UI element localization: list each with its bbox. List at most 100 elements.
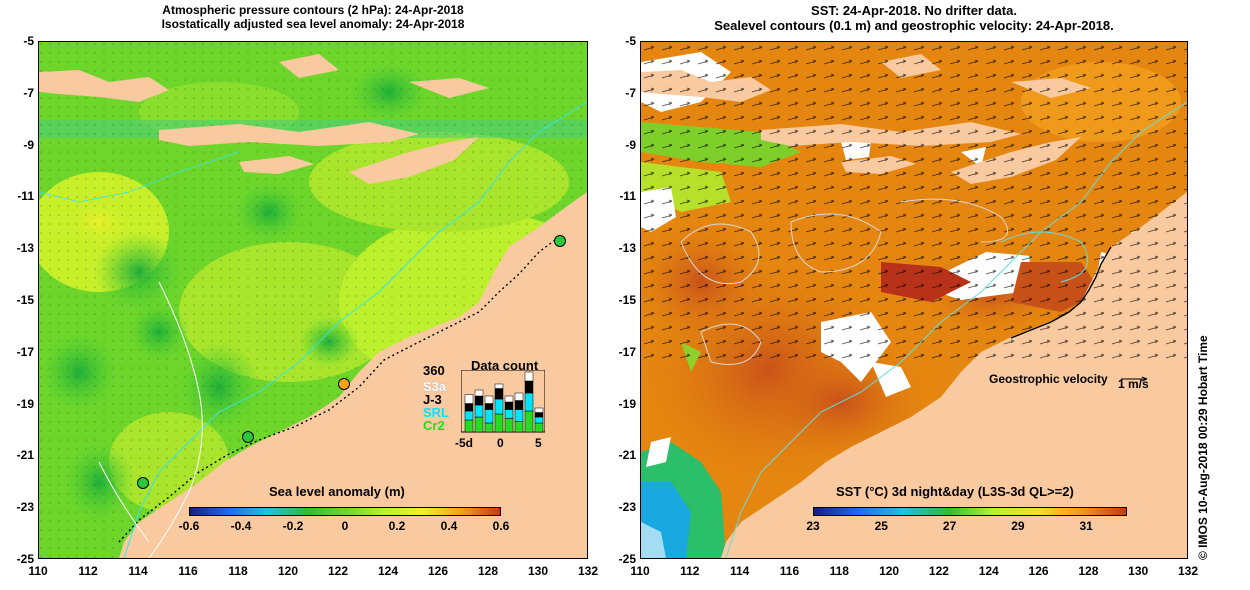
data-count-inset: Data count 360 S3a J-3 SRL Cr2 -5d 0 5 <box>419 356 559 451</box>
sst-colorbar-title: SST (°C) 3d night&day (L3S-3d QL>=2) <box>836 484 1074 499</box>
right-x-tick-label: 132 <box>1177 564 1199 578</box>
right-x-tick-label: 116 <box>779 564 800 578</box>
imos-credit: © IMOS 10-Aug-2018 00:29 Hobart Time <box>1196 335 1210 560</box>
data-count-title: Data count <box>471 358 539 373</box>
velocity-legend-label: Geostrophic velocity <box>989 372 1108 386</box>
left-title-line2: Isostatically adjusted sea level anomaly… <box>161 17 465 31</box>
left-x-tick-label: 110 <box>28 564 48 578</box>
sla-colorbar-tick: 0 <box>341 519 349 533</box>
right-x-tick-label: 128 <box>1078 564 1099 578</box>
left-x-tick-label: 118 <box>228 564 248 578</box>
right-x-tick-label: 122 <box>928 564 949 578</box>
velocity-legend-scale: 1 m/s <box>1118 377 1149 391</box>
data-count-bar-segment <box>474 404 484 418</box>
data-count-xtick: 0 <box>497 436 504 450</box>
data-count-bar-segment <box>484 409 494 424</box>
right-y-tick-label: -17 <box>618 344 636 359</box>
sea-level-map[interactable]: Data count 360 S3a J-3 SRL Cr2 -5d 0 5 Sea … <box>38 41 588 559</box>
data-count-bar-segment <box>524 371 534 382</box>
north-islands-land <box>409 78 489 98</box>
data-count-bar-segment <box>534 422 544 433</box>
data-count-bar-segment <box>534 416 544 424</box>
data-count-max: 360 <box>423 363 445 378</box>
data-count-bar-segment <box>494 388 504 400</box>
right-title-line2: Sealevel contours (0.1 m) and geostrophi… <box>714 18 1114 33</box>
right-x-tick-label: 118 <box>829 564 849 578</box>
sla-colorbar-tick: 0.4 <box>440 519 458 533</box>
data-count-bar-segment <box>534 407 544 413</box>
left-y-tick-label: -15 <box>16 293 34 307</box>
data-count-bar-segment <box>464 403 474 412</box>
left-y-tick-label: -13 <box>16 241 34 256</box>
sst-colorbar <box>813 507 1127 516</box>
left-y-tick-label: -25 <box>16 552 34 566</box>
data-count-bar-segment <box>514 400 524 410</box>
right-x-tick-label: 124 <box>978 564 999 578</box>
data-count-bar-segment <box>514 409 524 422</box>
sulawesi-land <box>279 54 339 78</box>
data-count-bar-segment <box>524 410 534 433</box>
right-y-tick-label: -11 <box>619 189 636 204</box>
sst-map[interactable]: Geostrophic velocity 1 m/s SST (°C) 3d n… <box>640 41 1188 559</box>
left-x-tick-label: 122 <box>327 564 349 578</box>
data-count-bar-segment <box>534 412 544 418</box>
data-count-bar-segment <box>494 413 504 433</box>
sla-colorbar-tick: -0.2 <box>282 519 304 533</box>
left-y-tick-label: -5 <box>23 34 34 48</box>
right-y-tick-label: -19 <box>618 396 636 411</box>
sst-colorbar-tick: 25 <box>874 519 888 533</box>
data-count-bar-segment <box>474 389 484 397</box>
data-count-bar-segment <box>474 416 484 433</box>
left-x-tick-label: 112 <box>78 564 98 578</box>
data-count-bar-segment <box>484 403 494 410</box>
left-x-tick-label: 116 <box>178 564 198 578</box>
right-x-tick-label: 120 <box>879 564 900 578</box>
australia-land <box>721 192 1187 558</box>
data-count-bar-segment <box>524 392 534 412</box>
sst-colorbar-tick: 27 <box>942 519 957 533</box>
left-y-tick-label: -9 <box>23 137 34 152</box>
data-count-bar-segment <box>484 395 494 404</box>
tide-gauge-marker <box>242 431 254 443</box>
right-x-tick-label: 110 <box>630 564 650 578</box>
tide-gauge-marker <box>338 378 350 390</box>
left-y-tick-label: -7 <box>23 85 34 100</box>
timor-land <box>349 137 479 184</box>
satellite-legend-item: S3a <box>423 379 447 394</box>
data-count-xtick: 5 <box>535 436 542 450</box>
flores-land <box>159 122 419 146</box>
right-y-tick-label: -5 <box>625 34 636 48</box>
right-x-tick-label: 130 <box>1128 564 1149 578</box>
sst-colorbar-tick: 23 <box>806 519 820 533</box>
data-count-bar-segment <box>464 419 474 433</box>
left-x-tick-label: 126 <box>427 564 449 578</box>
satellite-legend-item: J-3 <box>423 392 442 407</box>
data-count-chart <box>461 370 545 433</box>
right-y-tick-label: -9 <box>625 137 636 152</box>
data-count-bar-segment <box>464 394 474 404</box>
no-data-cloud <box>641 522 666 558</box>
data-count-bar-segment <box>474 395 484 406</box>
left-title-line1: Atmospheric pressure contours (2 hPa): 2… <box>162 3 464 17</box>
no-data-cloud <box>871 362 911 397</box>
right-y-tick-label: -21 <box>618 448 636 463</box>
sla-colorbar-tick: 0.6 <box>492 519 510 533</box>
right-y-tick-label: -15 <box>618 293 636 307</box>
data-count-bar-segment <box>504 401 514 410</box>
left-title: Atmospheric pressure contours (2 hPa): 2… <box>38 3 588 31</box>
sst-colorbar-tick: 31 <box>1079 519 1093 533</box>
right-title: SST: 24-Apr-2018. No drifter data. Seale… <box>640 3 1188 33</box>
right-x-tick-label: 112 <box>680 564 700 578</box>
data-count-bar-segment <box>494 383 504 389</box>
left-x-tick-label: 130 <box>527 564 549 578</box>
tide-gauge-marker <box>554 235 566 247</box>
data-count-xticks: -5d 0 5 <box>455 436 555 450</box>
satellite-legend: S3a J-3 SRL Cr2 <box>423 380 449 432</box>
data-count-bar-segment <box>484 422 494 433</box>
right-y-tick-label: -25 <box>618 552 636 566</box>
sea-level-map-canvas <box>39 42 587 558</box>
left-x-tick-label: 132 <box>577 564 599 578</box>
sst-map-canvas <box>641 42 1187 558</box>
data-count-bar-segment <box>494 398 504 415</box>
sla-colorbar-tick: -0.4 <box>230 519 252 533</box>
